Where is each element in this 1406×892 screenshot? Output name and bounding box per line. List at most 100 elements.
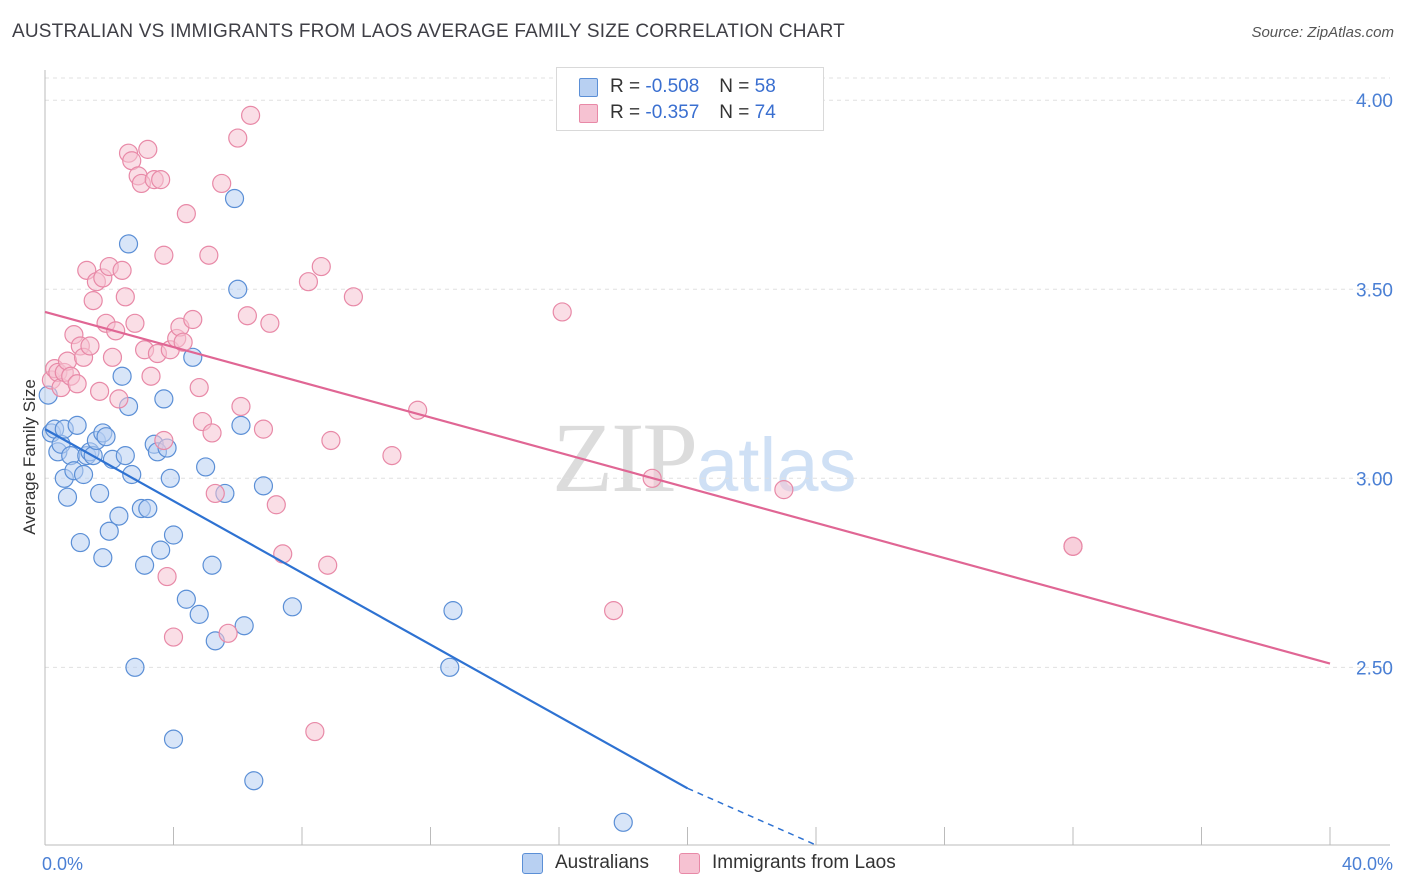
australians-point [118, 234, 139, 254]
australians-point [73, 464, 94, 485]
laos-point [253, 419, 274, 439]
laos-point [321, 430, 341, 451]
australians-point [115, 446, 135, 466]
y-tick-label: 2.50 [1356, 658, 1393, 679]
legend-r-label: R = [610, 76, 641, 97]
laos-point [138, 139, 158, 159]
australians-points [38, 188, 633, 832]
laos-point [67, 374, 87, 394]
x-tick-label-max: 40.0% [1342, 854, 1393, 874]
y-tick-label: 4.00 [1356, 91, 1393, 112]
australians-point [134, 555, 155, 575]
laos-point [125, 313, 145, 333]
laos-point [83, 291, 103, 311]
australians-point [228, 279, 248, 299]
australians-trend-line [44, 428, 689, 790]
australians-point [163, 525, 184, 545]
series-label-laos: Immigrants from Laos [712, 852, 896, 873]
australians-point [234, 616, 254, 636]
laos-point [305, 721, 325, 742]
legend-row-laos: R = -0.357 N = 74 [579, 100, 776, 126]
series-legend-laos[interactable]: Immigrants from Laos [679, 852, 896, 874]
laos-point [205, 483, 225, 504]
laos-point [237, 306, 257, 326]
laos-point [112, 260, 132, 280]
axis-layer [44, 70, 1390, 846]
laos-point [212, 173, 232, 194]
australians-point [96, 427, 116, 447]
series-legend-australians[interactable]: Australians [522, 852, 649, 874]
laos-point [176, 204, 196, 224]
laos-point [115, 287, 135, 307]
laos-point [173, 332, 193, 352]
laos-point [90, 381, 110, 401]
legend-row-australians: R = -0.508 N = 58 [579, 74, 776, 100]
laos-point [228, 128, 248, 148]
australians-point [57, 487, 78, 507]
australians-point [99, 521, 119, 541]
laos-point [382, 446, 402, 466]
australians-point [90, 483, 110, 504]
laos-point [260, 313, 280, 333]
legend-n-label: N = [719, 102, 750, 123]
australians-point [109, 506, 129, 526]
laos-point [189, 377, 209, 398]
laos-point [218, 623, 238, 643]
laos-point [183, 309, 203, 330]
australians-point [163, 729, 184, 749]
australians-point [440, 657, 460, 677]
legend-n-value: 58 [754, 76, 776, 97]
laos-point [318, 555, 338, 575]
chart-title: AUSTRALIAN VS IMMIGRANTS FROM LAOS AVERA… [12, 21, 845, 42]
laos-point [266, 495, 286, 515]
australians-point [93, 548, 113, 568]
australians-point [154, 389, 174, 409]
series-label-australians: Australians [555, 852, 649, 873]
laos-point [1063, 536, 1083, 556]
australians-point [125, 657, 145, 677]
australians-point [443, 601, 463, 621]
australians-point [138, 498, 158, 519]
australians-point [613, 812, 633, 832]
laos-point [774, 480, 794, 500]
australians-point [202, 555, 222, 575]
laos-point [141, 366, 161, 386]
legend-swatch-blue [579, 77, 598, 97]
laos-point [552, 302, 572, 322]
australians-point [112, 366, 132, 386]
legend-r-value: -0.508 [645, 76, 700, 97]
y-tick-label: 3.50 [1356, 280, 1393, 301]
australians-point [70, 532, 90, 553]
australians-point [196, 457, 216, 477]
laos-point [154, 430, 174, 451]
legend-n-value: 74 [754, 102, 776, 123]
australians-point [67, 415, 87, 435]
australians-trend-extension [687, 787, 817, 846]
laos-point [102, 347, 123, 367]
label-layer: 2.50 3.00 3.50 4.00 0.0% 40.0% Average Family … [20, 91, 1393, 874]
australians-point [282, 597, 302, 617]
source-label: Source: ZipAtlas.com [1251, 24, 1394, 41]
legend-r-label: R = [610, 102, 641, 123]
laos-point [231, 396, 251, 417]
laos-point [343, 287, 363, 307]
laos-point [109, 389, 129, 409]
legend-n-label: N = [719, 76, 750, 97]
laos-point [157, 566, 177, 587]
australians-point [224, 188, 245, 209]
australians-point [176, 589, 196, 609]
grid-layer [45, 77, 1390, 668]
y-axis-label: Average Family Size [20, 379, 39, 535]
series-swatch-pink [679, 852, 700, 874]
series-legend: Australians Immigrants from Laos [522, 852, 926, 874]
y-tick-label: 3.00 [1356, 469, 1393, 490]
x-tick-label-min: 0.0% [42, 854, 83, 874]
australians-point [253, 476, 274, 496]
laos-point [604, 601, 624, 621]
laos-point [199, 245, 219, 265]
legend-r-value: -0.357 [645, 102, 700, 123]
legend-swatch-pink [579, 103, 598, 123]
series-swatch-blue [522, 852, 543, 874]
australians-point [189, 604, 209, 624]
